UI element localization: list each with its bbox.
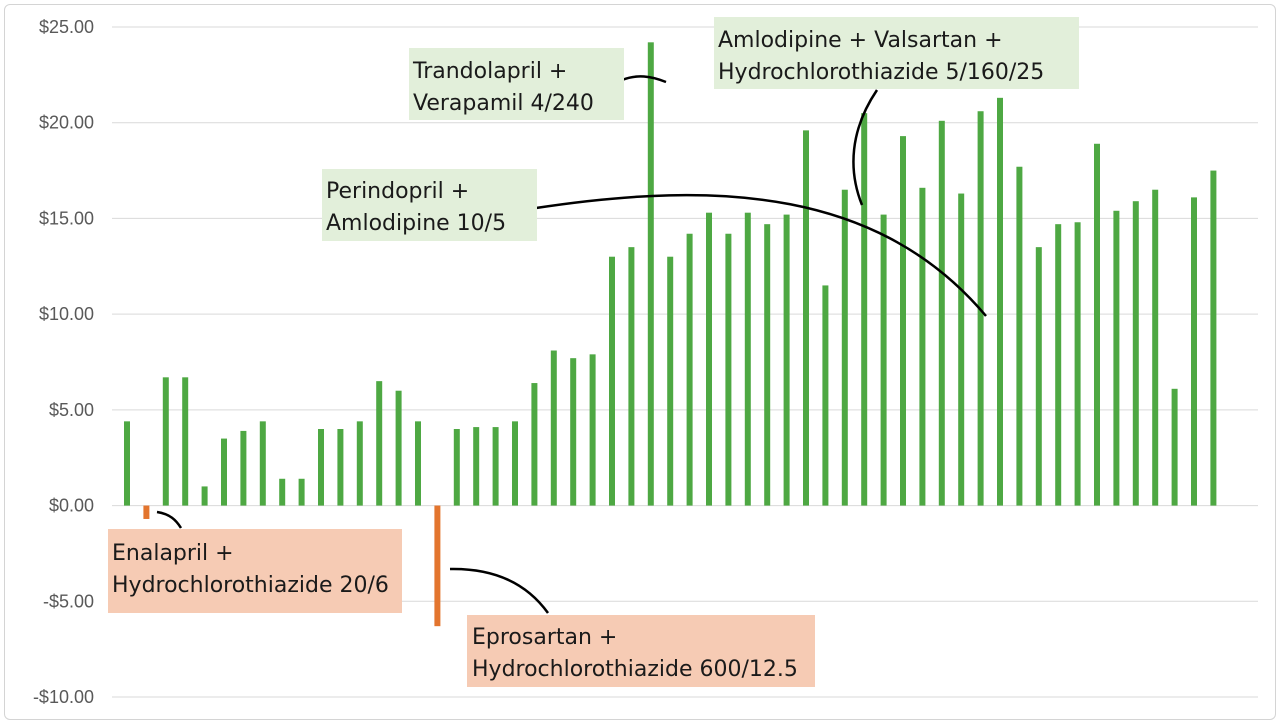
bar bbox=[279, 478, 286, 506]
annotation-amlodipine-valsartan-line-1: Amlodipine + Valsartan + bbox=[718, 28, 1003, 53]
bar bbox=[473, 427, 480, 506]
bar bbox=[880, 214, 887, 506]
bar bbox=[356, 421, 363, 506]
bar bbox=[162, 377, 169, 506]
bar bbox=[1171, 388, 1178, 506]
annotation-eprosartan-line-2: Hydrochlorothiazide 600/12.5 bbox=[472, 657, 798, 682]
bar bbox=[900, 136, 906, 506]
bar bbox=[861, 113, 868, 506]
y-tick-label: $0.00 bbox=[49, 496, 94, 516]
bar bbox=[1113, 210, 1120, 506]
bar bbox=[298, 478, 305, 506]
bar bbox=[589, 354, 596, 506]
bar bbox=[1055, 224, 1062, 506]
bar bbox=[415, 421, 421, 506]
bar bbox=[221, 438, 227, 506]
annotation-eprosartan: Eprosartan + Hydrochlorothiazide 600/12.… bbox=[467, 615, 815, 687]
bar bbox=[376, 381, 383, 506]
annotation-amlodipine-valsartan-line-2: Hydrochlorothiazide 5/160/25 bbox=[718, 60, 1044, 85]
bar bbox=[1152, 189, 1159, 506]
bar bbox=[919, 187, 926, 506]
y-tick-label: $5.00 bbox=[49, 400, 94, 420]
bar bbox=[706, 212, 712, 506]
bar bbox=[764, 224, 771, 506]
connector-perindopril bbox=[535, 193, 987, 317]
bar bbox=[395, 390, 402, 506]
bar bbox=[512, 421, 518, 506]
chart-frame bbox=[4, 4, 1276, 720]
y-axis-tick-labels: $25.00 $20.00 $15.00 $10.00 $5.00 $0.00 -$5.00… bbox=[33, 17, 94, 707]
y-tick-label: -$10.00 bbox=[33, 687, 94, 707]
bar bbox=[628, 247, 635, 506]
bars bbox=[124, 42, 1217, 627]
bar bbox=[318, 429, 324, 506]
annotation-enalapril-line-1: Enalapril + bbox=[112, 541, 234, 566]
bar-negative bbox=[143, 505, 150, 519]
bar bbox=[182, 377, 189, 506]
bar bbox=[201, 486, 208, 506]
bar bbox=[453, 429, 460, 506]
bar bbox=[570, 358, 577, 506]
annotation-enalapril: Enalapril + Hydrochlorothiazide 20/6 bbox=[108, 529, 402, 613]
bar bbox=[803, 130, 809, 506]
annotation-trandolapril-line-2: Verapamil 4/240 bbox=[413, 91, 594, 116]
bar bbox=[686, 233, 693, 506]
y-tick-label: $15.00 bbox=[39, 208, 94, 228]
annotation-trandolapril-line-1: Trandolapril + bbox=[412, 59, 567, 84]
y-tick-label: $10.00 bbox=[39, 304, 94, 324]
bar bbox=[550, 350, 557, 506]
bar bbox=[337, 429, 344, 506]
bar bbox=[725, 233, 732, 506]
connector-amlodipine-valsartan bbox=[852, 89, 879, 206]
bar bbox=[1132, 201, 1139, 506]
bar bbox=[938, 120, 945, 506]
y-tick-label: -$5.00 bbox=[43, 591, 94, 611]
bar bbox=[1210, 170, 1217, 506]
bar bbox=[1074, 222, 1081, 506]
connector-trandolapril bbox=[621, 75, 667, 84]
y-tick-label: $25.00 bbox=[39, 17, 94, 37]
bar bbox=[124, 421, 130, 506]
bar bbox=[492, 427, 499, 506]
bar bbox=[822, 285, 829, 506]
connector-eprosartan bbox=[449, 567, 550, 614]
annotation-perindopril: Perindopril + Amlodipine 10/5 bbox=[322, 169, 537, 241]
bar bbox=[744, 212, 751, 506]
bar bbox=[240, 430, 247, 506]
annotation-perindopril-line-1: Perindopril + bbox=[326, 179, 469, 204]
bar bbox=[1094, 143, 1100, 506]
annotation-eprosartan-line-1: Eprosartan + bbox=[472, 625, 617, 650]
annotation-connectors bbox=[156, 75, 987, 614]
bar bbox=[531, 383, 538, 506]
bar bbox=[958, 193, 965, 506]
bar bbox=[1035, 247, 1042, 506]
annotation-amlodipine-valsartan: Amlodipine + Valsartan + Hydrochlorothia… bbox=[714, 17, 1079, 89]
bar bbox=[259, 421, 266, 506]
connector-enalapril bbox=[156, 510, 183, 529]
bar bbox=[1016, 166, 1023, 506]
bar bbox=[783, 214, 790, 506]
annotations: Enalapril + Hydrochlorothiazide 20/6 Epr… bbox=[108, 17, 1079, 687]
bar bbox=[667, 256, 674, 506]
bar bbox=[647, 42, 654, 506]
annotation-enalapril-line-2: Hydrochlorothiazide 20/6 bbox=[112, 573, 389, 598]
annotation-trandolapril: Trandolapril + Verapamil 4/240 bbox=[409, 48, 624, 120]
bar bbox=[609, 256, 615, 506]
y-tick-label: $20.00 bbox=[39, 113, 94, 133]
bar bbox=[1191, 197, 1197, 506]
bar-negative bbox=[434, 505, 441, 627]
annotation-perindopril-line-2: Amlodipine 10/5 bbox=[326, 211, 506, 236]
bar bbox=[841, 189, 848, 506]
bar bbox=[997, 97, 1003, 506]
